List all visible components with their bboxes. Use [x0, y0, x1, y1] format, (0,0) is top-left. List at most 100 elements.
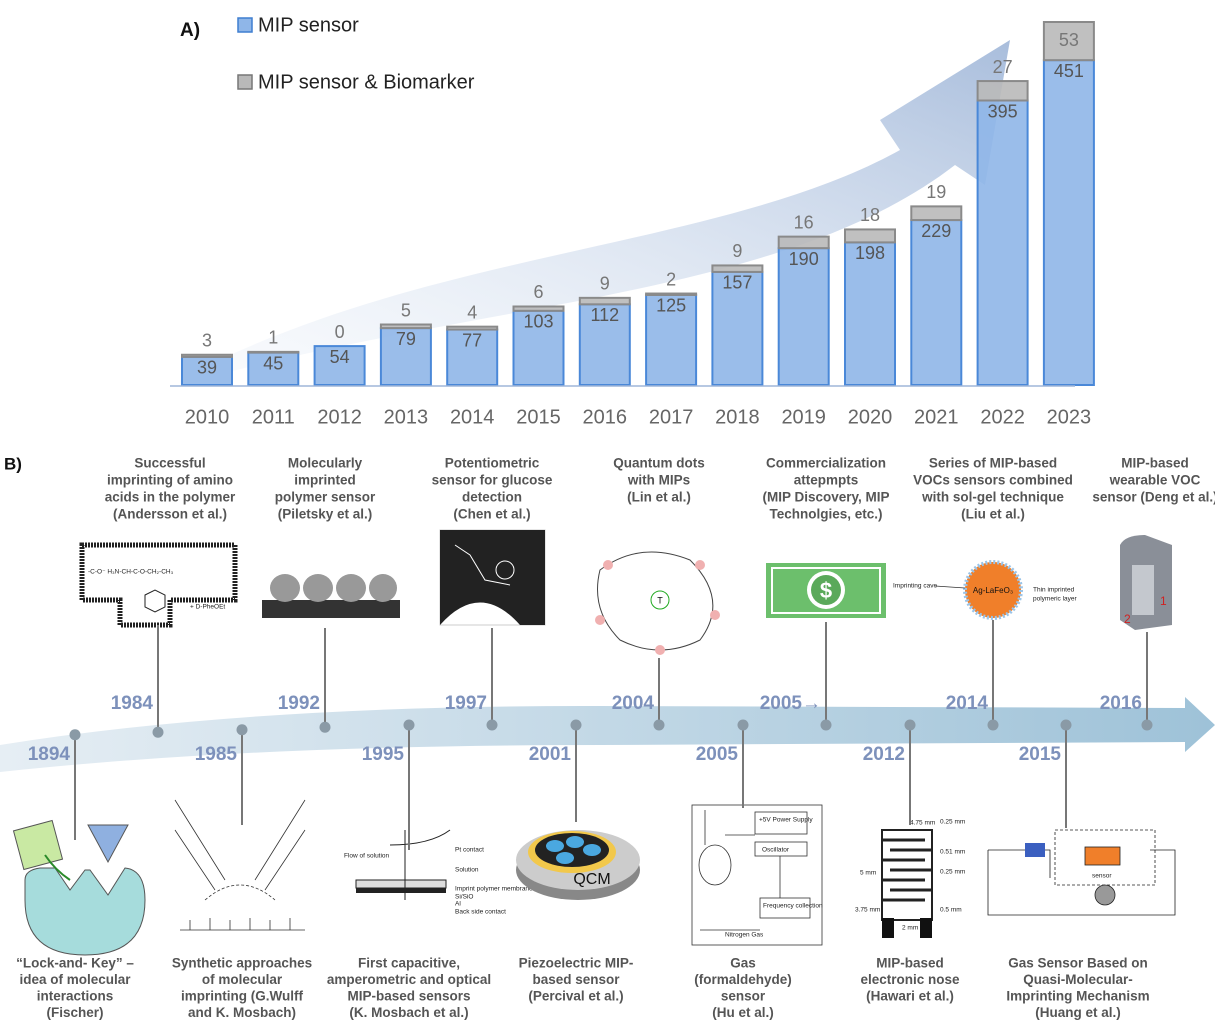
caption: and K. Mosbach): [188, 1005, 296, 1020]
bar-segment: [512, 305, 565, 312]
value-label: 190: [789, 249, 819, 269]
value-label: 79: [396, 329, 416, 349]
year: 2015: [1019, 744, 1062, 765]
panel-label: A): [180, 20, 200, 41]
image-circuit: sensor: [987, 829, 1176, 916]
image-sol-gel: Ag-LaFeO₃ Imprinting cave Thin imprinted…: [893, 560, 1078, 620]
image-glucose: [439, 529, 546, 626]
image-label: Imprinting cave: [893, 583, 937, 590]
image-label: 0.25 mm: [940, 869, 965, 876]
image-label: Nitrogen Gas: [725, 932, 764, 939]
bar-segment: [379, 327, 432, 387]
caption: Series of MIP-based: [929, 456, 1057, 471]
timeline-dot: [1060, 719, 1072, 731]
value-label: 6: [533, 282, 543, 302]
bar-segment: [578, 303, 631, 387]
caption: idea of molecular: [19, 972, 131, 987]
caption: (Liu et al.): [961, 507, 1025, 522]
timeline-dot: [69, 729, 81, 741]
image-capacitive: Flow of solution Pt contact Solution Imp…: [344, 829, 533, 916]
image-label: 2: [1124, 612, 1131, 626]
image-qcm: QCM: [516, 830, 640, 900]
x-tick-label: 2019: [781, 406, 826, 428]
year: 2016: [1100, 693, 1142, 714]
caption: Quasi-Molecular-: [1023, 972, 1133, 987]
caption: Successful: [134, 456, 205, 471]
timeline-dot: [1141, 719, 1153, 731]
image-label: +5V Power Supply: [759, 817, 813, 824]
x-tick-label: 2010: [185, 406, 230, 428]
caption: (Huang et al.): [1035, 1005, 1121, 1020]
caption: Gas: [730, 956, 756, 971]
timeline-dot: [737, 719, 749, 731]
caption: VOCs sensors combined: [913, 473, 1073, 488]
bar-segment: [247, 350, 300, 354]
x-tick-label: 2022: [980, 406, 1025, 428]
x-tick-label: 2017: [649, 406, 694, 428]
caption: (Hawari et al.): [866, 989, 954, 1004]
timeline-dot: [236, 724, 248, 736]
image-label: 1: [1160, 594, 1167, 608]
bar-segment: [777, 235, 830, 250]
year: 2004: [612, 693, 655, 714]
timeline: 1984 Successful imprinting of amino acids i…: [16, 456, 1215, 1021]
x-tick-label: 2018: [715, 406, 760, 428]
image-amino-acid: -C-O⁻ H₃N-CH-C-O-CH₂-CH₃ + D-PheOEt: [79, 542, 238, 628]
value-label: 18: [860, 205, 880, 225]
value-label: 5: [401, 300, 411, 320]
caption: MIP-based: [1121, 456, 1189, 471]
timeline-dot: [820, 719, 832, 731]
caption: sensor (Deng et al.): [1092, 490, 1215, 505]
image-label: QCM: [573, 871, 610, 888]
image-label: Flow of solution: [344, 853, 390, 860]
caption: with MIPs: [627, 473, 690, 488]
value-label: 39: [197, 358, 217, 378]
image-quantum-dots: T: [595, 551, 720, 655]
caption: (Percival et al.): [528, 989, 623, 1004]
caption: based sensor: [532, 972, 620, 987]
timeline-dot: [904, 719, 916, 731]
value-label: 198: [855, 243, 885, 263]
bar-segment: [512, 309, 565, 387]
value-label: 2: [666, 269, 676, 289]
value-label: 77: [462, 330, 482, 350]
image-label: Thin imprinted: [1033, 587, 1075, 594]
year: 1984: [111, 693, 154, 714]
caption: with sol-gel technique: [921, 490, 1064, 505]
caption: (Piletsky et al.): [278, 507, 373, 522]
bar-segment: [1042, 59, 1095, 387]
caption: attepmpts: [794, 473, 859, 488]
value-label: 54: [330, 347, 350, 367]
x-tick-label: 2023: [1047, 406, 1092, 428]
caption: (formaldehyde): [694, 972, 792, 987]
image-label: sensor: [1092, 873, 1112, 880]
value-label: 112: [590, 305, 619, 325]
value-label: 53: [1059, 30, 1079, 50]
caption: wearable VOC: [1109, 473, 1201, 488]
caption: Piezoelectric MIP-: [519, 956, 634, 971]
image-label: Al: [455, 901, 461, 908]
image-label: Oscillator: [762, 847, 790, 854]
caption: imprinted: [294, 473, 356, 488]
value-label: 19: [926, 182, 946, 202]
value-label: 125: [656, 296, 686, 316]
bar-segment: [711, 264, 764, 273]
caption: MIP-based sensors: [347, 989, 470, 1004]
caption: sensor: [721, 989, 766, 1004]
caption: sensor for glucose: [432, 473, 553, 488]
timeline-dot: [570, 719, 582, 731]
bar-segment: [446, 328, 499, 386]
image-label: 4.75 mm: [910, 820, 935, 827]
year: 2012: [863, 744, 905, 765]
caption: (Andersson et al.): [113, 507, 227, 522]
year: 2005→: [760, 693, 821, 714]
caption: Molecularly: [288, 456, 363, 471]
caption: (Lin et al.): [627, 490, 691, 505]
image-lock-key: [12, 819, 146, 956]
timeline-dot: [403, 719, 415, 731]
caption: polymer sensor: [275, 490, 376, 505]
svg-text:-C-O⁻ H₃N-CH-C-O-CH₂-CH₃: -C-O⁻ H₃N-CH-C-O-CH₂-CH₃: [88, 569, 174, 576]
year: 2014: [946, 693, 989, 714]
x-tick-label: 2014: [450, 406, 495, 428]
value-label: 45: [263, 353, 283, 373]
